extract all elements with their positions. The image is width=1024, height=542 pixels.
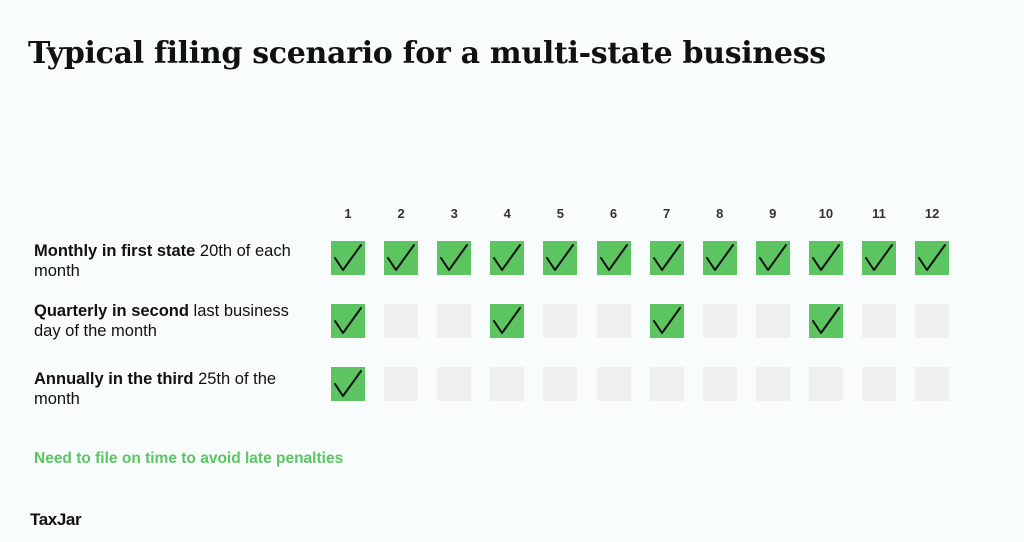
month-label: 4 — [503, 206, 511, 221]
row-label-bold: Quarterly in second — [34, 302, 189, 320]
month-label: 3 — [450, 206, 458, 221]
row-label-detail: 25th of the month — [34, 370, 277, 408]
row-label-detail: 20th of each month — [34, 242, 291, 280]
month-label: 11 — [872, 206, 886, 221]
row-label-detail: last business day of the month — [34, 302, 289, 340]
filed-cell — [384, 241, 419, 275]
empty-cell — [437, 304, 472, 338]
filed-cell — [331, 304, 365, 338]
checkmark-icon — [652, 244, 681, 271]
checkmark-icon — [334, 370, 362, 397]
checkmark-icon — [918, 244, 947, 271]
checkmark-icon — [811, 307, 840, 334]
row-label-bold: Monthly in first state — [34, 242, 196, 260]
empty-cell — [862, 304, 896, 338]
filed-cell — [331, 241, 365, 275]
checkmark-icon — [599, 244, 628, 271]
row-label: Monthly in first state 20th of each mont… — [34, 241, 304, 281]
empty-cell — [702, 367, 737, 401]
checkmark-icon — [652, 307, 681, 334]
filed-cell — [808, 241, 843, 275]
checkmark-icon — [334, 307, 362, 334]
checkmark-icon — [705, 244, 734, 271]
filed-cell — [596, 241, 631, 275]
filed-cell — [915, 241, 950, 275]
checkmark-icon — [334, 244, 362, 271]
month-label: 7 — [662, 206, 671, 221]
row-label: Quarterly in second last business day of… — [34, 301, 304, 341]
checkmark-icon — [865, 244, 893, 271]
filed-cell — [649, 241, 684, 275]
empty-cell — [543, 367, 578, 401]
taxjar-logo: TaxJar — [30, 510, 82, 529]
filed-cell — [755, 241, 790, 275]
empty-cell — [755, 304, 790, 338]
chart-title: Typical filing scenario for a multi-stat… — [28, 36, 826, 71]
checkmark-icon — [811, 244, 840, 271]
empty-cell — [490, 367, 525, 401]
filed-cell — [490, 241, 525, 275]
checkmark-icon — [387, 244, 416, 271]
filed-cell — [702, 241, 737, 275]
empty-cell — [384, 304, 419, 338]
filed-cell — [331, 367, 365, 401]
empty-cell — [915, 367, 950, 401]
filed-cell — [437, 241, 472, 275]
empty-cell — [649, 367, 684, 401]
month-label: 2 — [397, 206, 405, 221]
empty-cell — [437, 367, 472, 401]
filed-cell — [490, 304, 525, 338]
empty-cell — [755, 367, 790, 401]
empty-cell — [543, 304, 578, 338]
month-label: 10 — [818, 206, 834, 221]
row-label-bold: Annually in the third — [34, 370, 194, 388]
empty-cell — [808, 367, 843, 401]
empty-cell — [596, 304, 631, 338]
empty-cell — [596, 367, 631, 401]
month-label: 9 — [769, 206, 777, 221]
empty-cell — [862, 367, 896, 401]
filed-cell — [808, 304, 843, 338]
empty-cell — [702, 304, 737, 338]
month-label: 5 — [556, 206, 564, 221]
month-header: 1 2 3 4 5 6 7 8 9 10 11 12 — [0, 206, 1024, 228]
empty-cell — [915, 304, 950, 338]
penalty-note: Need to file on time to avoid late penal… — [34, 450, 344, 467]
empty-cell — [384, 367, 419, 401]
month-label: 8 — [716, 206, 724, 221]
checkmark-icon — [440, 244, 469, 271]
checkmark-icon — [493, 244, 522, 271]
checkmark-icon — [493, 307, 522, 334]
filed-cell — [862, 241, 896, 275]
month-label: 1 — [344, 206, 352, 221]
checkmark-icon — [546, 244, 575, 271]
checkmark-icon — [758, 244, 787, 271]
filed-cell — [649, 304, 684, 338]
filed-cell — [543, 241, 578, 275]
row-label: Annually in the third 25th of the month — [34, 369, 304, 409]
month-label: 6 — [609, 206, 618, 221]
month-label: 12 — [924, 206, 940, 221]
